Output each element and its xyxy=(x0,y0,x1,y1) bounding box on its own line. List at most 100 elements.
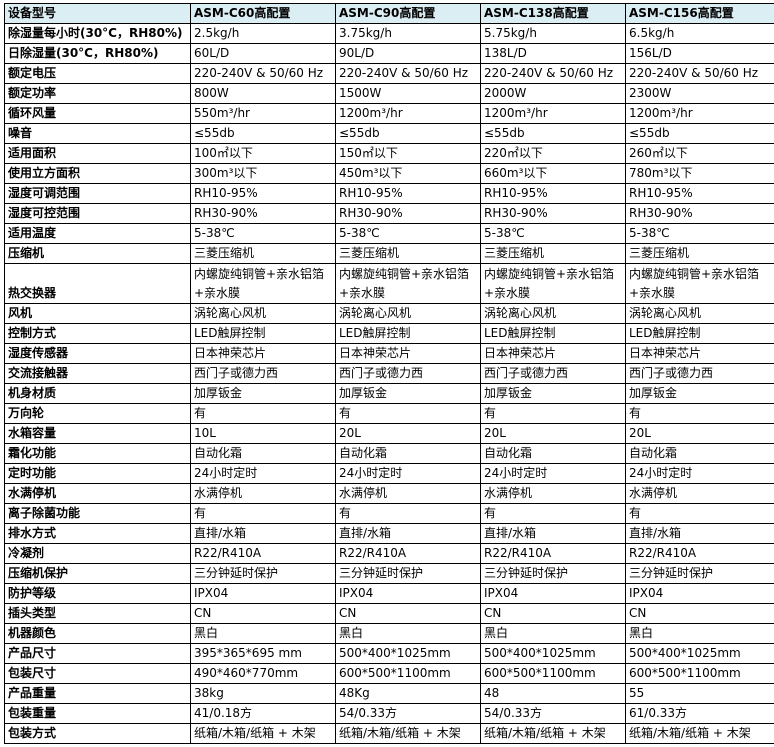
spec-value: 800W xyxy=(190,83,336,104)
spec-value: 2000W xyxy=(480,83,626,104)
table-row: 产品重量 38kg 48Kg 48 55 xyxy=(4,683,774,704)
spec-label: 日除湿量(30°C，RH80%) xyxy=(4,43,191,64)
spec-value: ≤55db xyxy=(190,123,336,144)
spec-value: 自动化霜 xyxy=(335,443,481,464)
spec-value: 600*500*1100mm xyxy=(625,663,774,684)
table-row: 产品尺寸 395*365*695 mm 500*400*1025mm 500*400*… xyxy=(4,643,774,664)
spec-value: 水满停机 xyxy=(335,483,481,504)
spec-value: 有 xyxy=(625,403,774,424)
spec-value: 660m³以下 xyxy=(480,163,626,184)
spec-value: RH10-95% xyxy=(335,183,481,204)
spec-value: RH10-95% xyxy=(625,183,774,204)
table-row: 循环风量 550m³/hr 1200m³/hr 1200m³/hr 1200m³/hr xyxy=(4,103,774,124)
table-row: 湿度传感器 日本神荣芯片 日本神荣芯片 日本神荣芯片 日本神荣芯片 xyxy=(4,343,774,364)
spec-value: 三分钟延时保护 xyxy=(335,563,481,584)
spec-value: 内螺旋纯铜管+亲水铝箔+亲水膜 xyxy=(190,263,336,304)
spec-label: 机身材质 xyxy=(4,383,191,404)
spec-value: 涡轮离心风机 xyxy=(480,303,626,324)
spec-value: CN xyxy=(335,603,481,624)
spec-value: 600*500*1100mm xyxy=(335,663,481,684)
spec-value: 220-240V & 50/60 Hz xyxy=(480,63,626,84)
spec-value: 6.5kg/h xyxy=(625,23,774,44)
spec-value: 138L/D xyxy=(480,43,626,64)
model-header: ASM-C60高配置 xyxy=(190,3,336,24)
spec-value: LED触屏控制 xyxy=(190,323,336,344)
spec-table: 设备型号 ASM-C60高配置 ASM-C90高配置 ASM-C138高配置 ASM-C… xyxy=(4,3,774,744)
spec-label: 湿度可调范围 xyxy=(4,183,191,204)
spec-value: 55 xyxy=(625,683,774,704)
table-row: 万向轮有有有有 xyxy=(4,403,774,424)
spec-value: R22/R410A xyxy=(625,543,774,564)
spec-value: 54/0.33方 xyxy=(480,703,626,724)
table-row: 机身材质 加厚钣金 加厚钣金 加厚钣金 加厚钣金 xyxy=(4,383,774,404)
spec-value: 水满停机 xyxy=(190,483,336,504)
spec-value: 直排/水箱 xyxy=(480,523,626,544)
spec-value: 500*400*1025mm xyxy=(335,643,481,664)
spec-value: 加厚钣金 xyxy=(480,383,626,404)
table-row: 冷凝剂 R22/R410A R22/R410A R22/R410A R22/R410A xyxy=(4,543,774,564)
row-header-label: 设备型号 xyxy=(4,3,191,24)
header-row: 设备型号 ASM-C60高配置 ASM-C90高配置 ASM-C138高配置 ASM-C… xyxy=(4,3,774,24)
spec-value: 加厚钣金 xyxy=(190,383,336,404)
spec-value: IPX04 xyxy=(190,583,336,604)
spec-value: 黑白 xyxy=(190,623,336,644)
spec-value: CN xyxy=(625,603,774,624)
spec-value: 黑白 xyxy=(335,623,481,644)
spec-value: 直排/水箱 xyxy=(190,523,336,544)
spec-label: 除湿量每小时(30°C，RH80%) xyxy=(4,23,191,44)
spec-value: 20L xyxy=(625,423,774,444)
model-header: ASM-C90高配置 xyxy=(335,3,481,24)
spec-value: 日本神荣芯片 xyxy=(335,343,481,364)
spec-label: 霜化功能 xyxy=(4,443,191,464)
spec-value: 5-38℃ xyxy=(190,223,336,244)
spec-label: 排水方式 xyxy=(4,523,191,544)
table-row: 水满停机 水满停机 水满停机 水满停机 水满停机 xyxy=(4,483,774,504)
spec-value: 自动化霜 xyxy=(190,443,336,464)
table-row: 压缩机保护 三分钟延时保护 三分钟延时保护 三分钟延时保护 三分钟延时保护 xyxy=(4,563,774,584)
spec-value: 395*365*695 mm xyxy=(190,643,336,664)
spec-value: 5-38℃ xyxy=(480,223,626,244)
spec-value: 48Kg xyxy=(335,683,481,704)
model-header: ASM-C156高配置 xyxy=(625,3,774,24)
spec-value: 220-240V & 50/60 Hz xyxy=(625,63,774,84)
spec-value: 150㎡以下 xyxy=(335,143,481,164)
spec-value: 5-38℃ xyxy=(625,223,774,244)
spec-label: 循环风量 xyxy=(4,103,191,124)
table-row: 压缩机 三菱压缩机 三菱压缩机 三菱压缩机 三菱压缩机 xyxy=(4,243,774,264)
spec-label: 包装重量 xyxy=(4,703,191,724)
spec-value: 纸箱/木箱/纸箱 + 木架 xyxy=(625,723,774,744)
spec-value: 1200m³/hr xyxy=(480,103,626,124)
spec-value: 直排/水箱 xyxy=(335,523,481,544)
spec-label: 水满停机 xyxy=(4,483,191,504)
spec-value: 加厚钣金 xyxy=(625,383,774,404)
spec-value: 5.75kg/h xyxy=(480,23,626,44)
spec-value: 1500W xyxy=(335,83,481,104)
spec-value: RH30-90% xyxy=(335,203,481,224)
table-row: 插头类型 CN CN CN CN xyxy=(4,603,774,624)
spec-label: 湿度可控范围 xyxy=(4,203,191,224)
spec-value: 1200m³/hr xyxy=(625,103,774,124)
spec-value: 24小时定时 xyxy=(480,463,626,484)
table-row: 离子除菌功能有有有有 xyxy=(4,503,774,524)
spec-value: 780m³以下 xyxy=(625,163,774,184)
spec-value: 内螺旋纯铜管+亲水铝箔+亲水膜 xyxy=(335,263,481,304)
spec-value: 3.75kg/h xyxy=(335,23,481,44)
spec-value: 有 xyxy=(190,403,336,424)
table-row: 湿度可调范围 RH10-95% RH10-95% RH10-95% RH10-95% xyxy=(4,183,774,204)
spec-label: 适用温度 xyxy=(4,223,191,244)
spec-value: RH10-95% xyxy=(480,183,626,204)
spec-value: 2.5kg/h xyxy=(190,23,336,44)
spec-value: 水满停机 xyxy=(625,483,774,504)
spec-label: 定时功能 xyxy=(4,463,191,484)
table-row: 包装方式 纸箱/木箱/纸箱 + 木架 纸箱/木箱/纸箱 + 木架 纸箱/木箱/纸箱 +… xyxy=(4,723,774,744)
spec-label: 离子除菌功能 xyxy=(4,503,191,524)
table-row: 除湿量每小时(30°C，RH80%) 2.5kg/h 3.75kg/h 5.75kg/… xyxy=(4,23,774,44)
spec-value: 纸箱/木箱/纸箱 + 木架 xyxy=(335,723,481,744)
spec-label: 噪音 xyxy=(4,123,191,144)
spec-label: 产品尺寸 xyxy=(4,643,191,664)
spec-label: 风机 xyxy=(4,303,191,324)
spec-label: 湿度传感器 xyxy=(4,343,191,364)
spec-value: 有 xyxy=(625,503,774,524)
spec-value: 41/0.18方 xyxy=(190,703,336,724)
spec-value: 5-38℃ xyxy=(335,223,481,244)
